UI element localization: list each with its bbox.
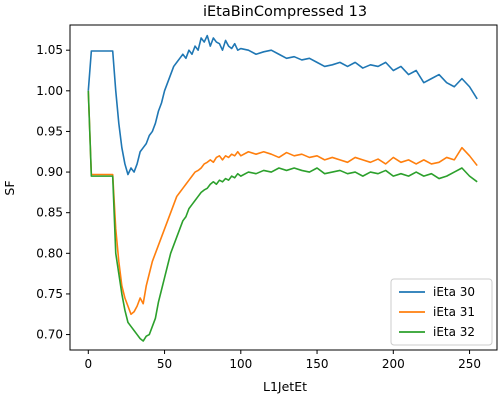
chart-title: iEtaBinCompressed 13 <box>203 4 367 20</box>
y-tick-label: 0.95 <box>36 124 63 138</box>
series-line-3 <box>87 90 478 342</box>
y-tick-label: 0.70 <box>36 328 63 342</box>
y-tick-label: 0.80 <box>36 246 63 260</box>
x-tick-label: 0 <box>84 357 92 371</box>
legend-label-3: iEta 32 <box>433 325 475 339</box>
x-tick-label: 100 <box>229 357 252 371</box>
x-axis-ticks: 0 50 100 150 200 250 <box>84 350 481 371</box>
plot-area-frame <box>69 24 498 351</box>
legend-label-1: iEta 30 <box>433 285 475 299</box>
legend: iEta 30 iEta 31 iEta 32 <box>390 278 493 346</box>
x-tick-label: 200 <box>382 357 405 371</box>
y-axis-label: SF <box>2 180 17 195</box>
x-tick-label: 50 <box>157 357 172 371</box>
legend-label-2: iEta 31 <box>433 305 475 319</box>
x-axis-label: L1JetEt <box>263 379 307 394</box>
y-tick-label: 1.00 <box>36 84 63 98</box>
x-tick-label: 250 <box>458 357 481 371</box>
series-line-2 <box>87 90 478 316</box>
legend-box <box>390 278 493 346</box>
y-axis-ticks: 0.70 0.75 0.80 0.85 0.90 0.95 1.00 1.05 <box>36 43 70 342</box>
y-tick-label: 0.90 <box>36 165 63 179</box>
series-layer <box>87 34 478 342</box>
x-tick-label: 150 <box>306 357 329 371</box>
y-tick-label: 0.85 <box>36 206 63 220</box>
y-tick-label: 0.75 <box>36 287 63 301</box>
y-tick-label: 1.05 <box>36 43 63 57</box>
series-line-1 <box>87 34 478 176</box>
